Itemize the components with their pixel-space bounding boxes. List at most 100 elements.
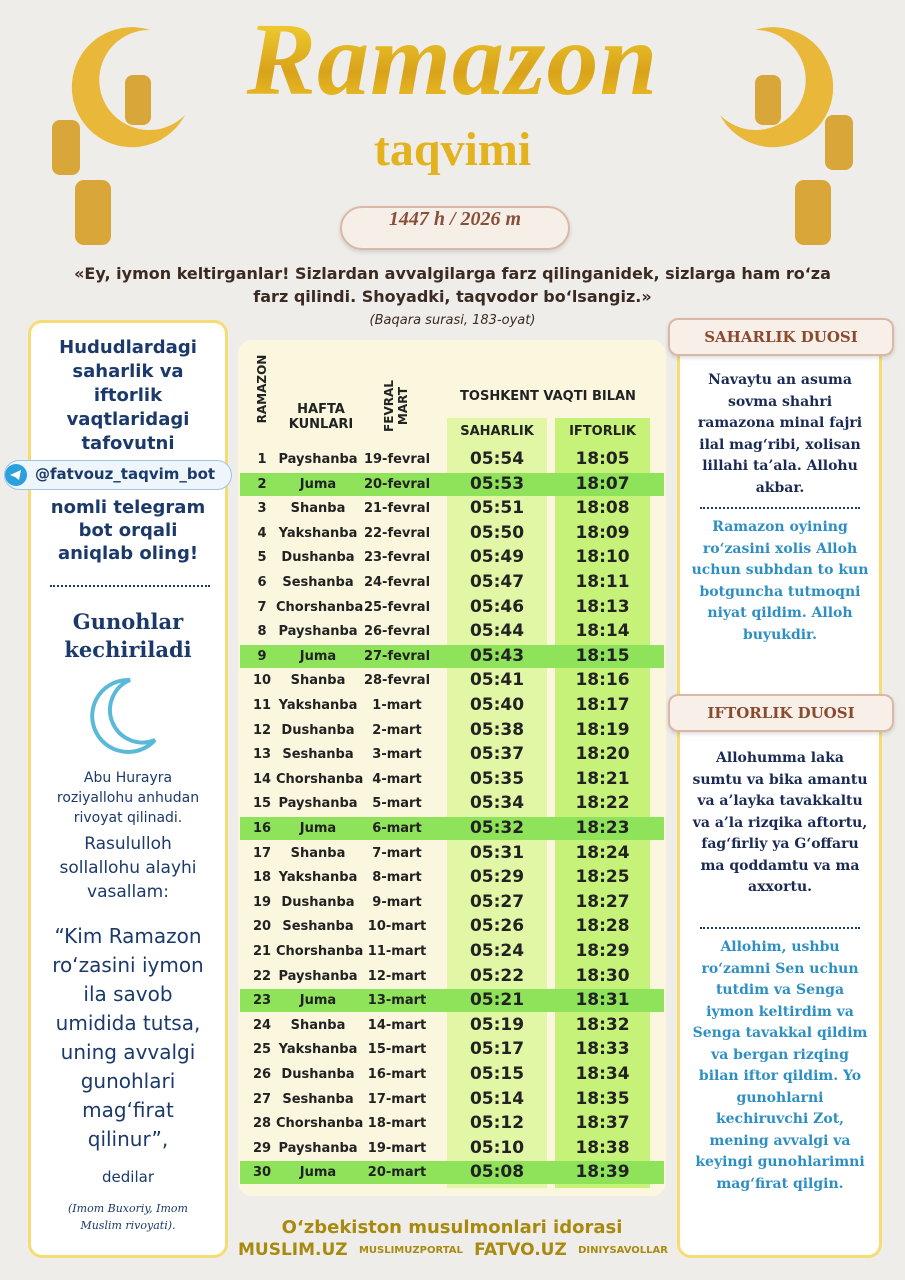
weekday: Dushanba bbox=[281, 1067, 355, 1082]
iftorlik-time: 18:31 bbox=[575, 990, 630, 1011]
highlight-row bbox=[240, 1161, 664, 1185]
said: dedilar bbox=[102, 1168, 154, 1186]
date: 2-mart bbox=[372, 722, 422, 738]
saharlik-meaning: Ramazon oyining ro‘zasini xolis Alloh uc… bbox=[691, 519, 869, 643]
saharlik-time: 05:49 bbox=[469, 547, 525, 568]
site-link[interactable]: FATVO.UZ bbox=[474, 1240, 567, 1260]
channel-link[interactable]: DINIYSAVOLLAR bbox=[578, 1244, 668, 1256]
date: 11-mart bbox=[367, 944, 427, 959]
date: 7-mart bbox=[372, 845, 422, 861]
saharlik-time: 05:08 bbox=[469, 1162, 525, 1183]
day-number: 4 bbox=[257, 525, 267, 541]
day-number: 30 bbox=[252, 1165, 272, 1181]
date: 14-mart bbox=[367, 1017, 427, 1033]
saharlik-text: Navaytu an asuma sovma shahri ramazona m… bbox=[697, 372, 863, 496]
day-number: 10 bbox=[252, 673, 272, 689]
saharlik-time: 05:47 bbox=[469, 572, 525, 592]
crescent bbox=[71, 27, 185, 148]
date: 4-mart bbox=[372, 771, 422, 787]
weekday: Yakshanba bbox=[278, 698, 358, 713]
iftorlik-time: 18:09 bbox=[575, 522, 630, 543]
day-number: 26 bbox=[252, 1067, 272, 1082]
quote: «Ey, iymon keltirganlar! Sizlardan avval… bbox=[74, 264, 831, 306]
prophet: Rasululloh sollallohu alayhi vasallam: bbox=[59, 834, 197, 902]
date: 15-mart bbox=[367, 1042, 427, 1058]
divider bbox=[700, 927, 860, 929]
quote-source: (Baqara surasi, 183-oyat) bbox=[369, 313, 536, 328]
iftorlik-time: 18:10 bbox=[575, 547, 630, 568]
weekday: Dushanba bbox=[281, 722, 355, 738]
saharlik-time: 05:50 bbox=[469, 522, 525, 543]
telegram-icon bbox=[5, 464, 27, 486]
weekday: Yakshanba bbox=[278, 1042, 358, 1058]
date: 20-mart bbox=[367, 1165, 427, 1181]
weekday: Juma bbox=[299, 821, 337, 836]
iftorlik-time: 18:20 bbox=[575, 744, 630, 765]
outro: nomli telegram bot orqali aniqlab oling! bbox=[50, 497, 206, 564]
saharlik-time: 05:32 bbox=[469, 818, 525, 838]
header-date: FEVRAL MART bbox=[382, 380, 410, 432]
date: 3-mart bbox=[372, 747, 422, 763]
saharlik-time: 05:44 bbox=[469, 621, 525, 642]
iftorlik-time: 18:32 bbox=[575, 1014, 630, 1035]
highlight-row bbox=[240, 817, 664, 840]
weekday: Chorshanba bbox=[276, 599, 364, 615]
divider bbox=[700, 507, 860, 509]
saharlik-time: 05:35 bbox=[469, 768, 525, 789]
day-number: 11 bbox=[252, 698, 272, 713]
iftorlik-time: 18:16 bbox=[575, 670, 630, 691]
iftorlik-text: Allohumma laka sumtu va bika amantu va a… bbox=[692, 750, 868, 895]
weekday: Chorshanba bbox=[276, 1116, 364, 1132]
date: 19-fevral bbox=[363, 452, 431, 467]
day-number: 24 bbox=[252, 1017, 272, 1033]
saharlik-time: 05:12 bbox=[469, 1113, 525, 1134]
date: 27-fevral bbox=[363, 648, 431, 664]
day-number: 28 bbox=[252, 1116, 272, 1132]
saharlik-time: 05:10 bbox=[469, 1137, 525, 1158]
date: 9-mart bbox=[372, 894, 422, 910]
saharlik-time: 05:38 bbox=[469, 719, 525, 740]
iftorlik-time: 18:15 bbox=[575, 645, 630, 666]
moon-icon bbox=[90, 677, 157, 754]
date: 20-fevral bbox=[363, 476, 431, 492]
weekday: Seshanba bbox=[282, 1091, 354, 1107]
saharlik-time: 05:43 bbox=[469, 645, 525, 666]
day-number: 2 bbox=[257, 476, 267, 492]
iftorlik-time: 18:08 bbox=[575, 498, 630, 519]
weekday: Seshanba bbox=[282, 747, 354, 763]
lanterns bbox=[52, 75, 853, 245]
date: 6-mart bbox=[372, 821, 422, 836]
iftorlik-time: 18:30 bbox=[575, 965, 630, 986]
day-number: 25 bbox=[252, 1042, 272, 1058]
saharlik-time: 05:34 bbox=[469, 793, 525, 814]
weekday: Shanba bbox=[290, 673, 346, 689]
date: 26-fevral bbox=[363, 624, 431, 640]
day-number: 21 bbox=[252, 944, 272, 959]
iftorlik-title: IFTORLIK DUOSI bbox=[668, 694, 894, 732]
day-number: 18 bbox=[252, 870, 272, 886]
iftorlik-time: 18:11 bbox=[575, 572, 630, 592]
weekday: Payshanba bbox=[278, 1140, 358, 1156]
date: 13-mart bbox=[367, 993, 427, 1009]
day-number: 6 bbox=[257, 575, 267, 590]
saharlik-time: 05:46 bbox=[469, 596, 525, 617]
iftorlik-time: 18:38 bbox=[575, 1137, 630, 1158]
iftorlik-time: 18:21 bbox=[575, 768, 630, 789]
day-number: 14 bbox=[252, 771, 272, 787]
weekday: Juma bbox=[299, 1165, 337, 1181]
iftorlik-time: 18:28 bbox=[575, 916, 630, 937]
channel-link[interactable]: MUSLIMUZPORTAL bbox=[358, 1244, 463, 1256]
highlight-row bbox=[240, 472, 664, 496]
iftorlik-time: 18:13 bbox=[575, 596, 630, 617]
iftorlik-time: 18:24 bbox=[575, 842, 630, 863]
site-link[interactable]: MUSLIM.UZ bbox=[238, 1240, 348, 1260]
date: 18-mart bbox=[367, 1116, 427, 1132]
telegram-pill[interactable]: @fatvouz_taqvim_bot bbox=[4, 460, 232, 490]
date: 16-mart bbox=[367, 1067, 427, 1082]
date: 12-mart bbox=[367, 968, 427, 984]
saharlik-time: 05:26 bbox=[469, 916, 525, 937]
saharlik-time: 05:41 bbox=[469, 670, 525, 691]
date: 8-mart bbox=[372, 870, 422, 886]
weekday: Seshanba bbox=[282, 575, 354, 590]
